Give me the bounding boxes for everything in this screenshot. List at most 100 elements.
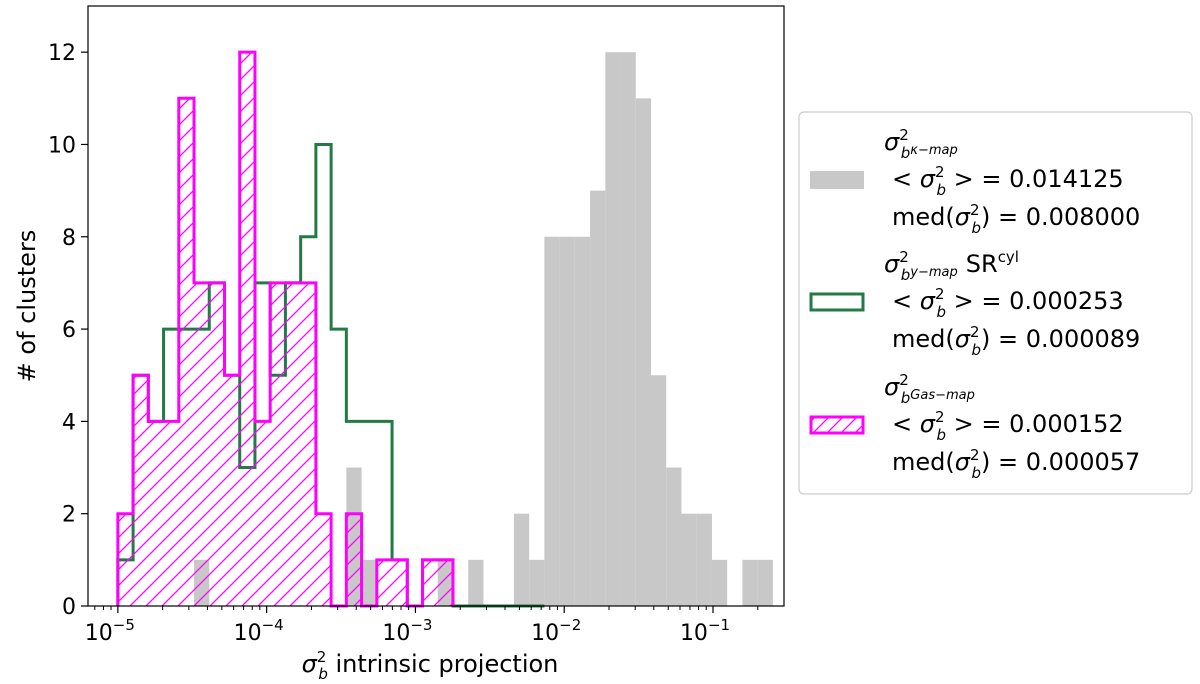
kappa-bar: [529, 559, 545, 606]
legend-sigma-sup: 2: [899, 126, 909, 144]
kappa-bar: [651, 375, 667, 606]
legend-stat-prefix: med(: [892, 448, 955, 476]
legend-sigma-sub: b: [901, 266, 911, 284]
legend-stat-sub: b: [972, 219, 982, 237]
legend-entry-median: med(σ2 b) = 0.000089: [892, 323, 1140, 359]
x-tick-exponent: −3: [410, 616, 432, 634]
legend-suffix: SR: [966, 250, 998, 278]
x-tick-exponent: −2: [559, 616, 581, 634]
x-axis-title-sub: b: [318, 665, 328, 683]
y-tick-label: 8: [62, 226, 76, 251]
legend-suffix-sup: cyl: [998, 248, 1019, 266]
legend-sigma-sub: b: [901, 389, 911, 407]
legend-sigma: σ: [884, 250, 900, 278]
legend-handle-kappa: [810, 171, 864, 189]
x-tick-label: 10−4: [234, 616, 284, 646]
legend-sigma-sup: 2: [899, 248, 909, 266]
x-tick-label: 10−1: [680, 616, 730, 646]
kappa-bar: [544, 236, 560, 606]
legend-map-name: y−map: [909, 265, 957, 280]
legend-stat-sigma: σ: [955, 203, 971, 231]
legend-entry-mean: < σ2 b > = 0.000253: [892, 285, 1124, 321]
x-tick-label: 10−5: [85, 616, 135, 646]
legend-sigma-sub: b: [901, 144, 911, 162]
y-tick-label: 6: [62, 318, 76, 343]
kappa-bar: [590, 190, 606, 606]
kappa-bar: [757, 559, 773, 606]
legend-stat-sup: 2: [935, 285, 945, 303]
legend-entry-mean: < σ2 b > = 0.014125: [892, 163, 1124, 199]
y-tick-label: 4: [62, 410, 76, 435]
legend-stat-sub: b: [937, 181, 947, 199]
legend-stat-sup: 2: [970, 323, 980, 341]
legend-entry-title: σ2 by−map SRcyl: [884, 248, 1019, 284]
legend-stat-sup: 2: [935, 408, 945, 426]
legend-stat-sub: b: [972, 464, 982, 482]
kappa-bar: [361, 559, 377, 606]
kappa-bar: [574, 236, 591, 606]
legend-entry-title: σ2 bκ−map: [884, 126, 958, 162]
legend-stat-prefix: <: [892, 410, 920, 438]
legend-stat-prefix: <: [892, 287, 920, 315]
legend-entry-median: med(σ2 b) = 0.000057: [892, 446, 1140, 482]
legend-stat-sigma: σ: [920, 410, 936, 438]
legend-stat-prefix: med(: [892, 203, 955, 231]
x-axis-title-text: intrinsic projection: [328, 650, 559, 678]
plot-area: [116, 50, 773, 608]
legend-stat-sup: 2: [935, 163, 945, 181]
kappa-bar: [605, 52, 621, 606]
legend-stat-value: ) = 0.000089: [981, 325, 1140, 353]
legend-stat-sup: 2: [970, 201, 980, 219]
legend-stat-prefix: <: [892, 165, 920, 193]
gas-hatch-fill: [117, 52, 453, 606]
legend-map-name: Gas−map: [910, 388, 975, 403]
legend-sigma: σ: [884, 128, 900, 156]
kappa-bar: [635, 98, 652, 607]
legend-map-name: κ−map: [910, 143, 957, 158]
x-tick-label: 10−3: [382, 616, 432, 646]
legend-stat-value: > = 0.000253: [946, 287, 1124, 315]
x-tick-exponent: −5: [113, 616, 135, 634]
y-axis-title: # of clusters: [13, 230, 41, 383]
legend-stat-sigma: σ: [955, 325, 971, 353]
legend-sigma: σ: [884, 373, 900, 401]
legend-stat-value: ) = 0.000057: [981, 448, 1140, 476]
legend-stat-sigma: σ: [955, 448, 971, 476]
y-tick-label: 0: [62, 595, 76, 620]
kappa-bar: [681, 513, 697, 606]
legend-stat-value: > = 0.000152: [946, 410, 1124, 438]
legend-stat-value: > = 0.014125: [946, 165, 1124, 193]
legend-stat-sup: 2: [970, 446, 980, 464]
x-axis-title: σ2 b intrinsic projection: [302, 648, 559, 683]
y-tick-label: 10: [48, 133, 76, 158]
kappa-bar: [711, 559, 728, 606]
legend-handle-gas: [809, 415, 865, 435]
legend-entry-median: med(σ2 b) = 0.008000: [892, 201, 1140, 237]
legend-handle-ymap: [809, 292, 865, 312]
legend-entry-title: σ2 bGas−map: [884, 371, 975, 407]
kappa-bar: [666, 467, 682, 606]
gas-step-outline: [116, 50, 455, 608]
kappa-bar: [620, 52, 636, 606]
y-tick-label: 2: [62, 503, 76, 528]
x-tick-exponent: −4: [262, 616, 284, 634]
legend-stat-value: ) = 0.008000: [981, 203, 1140, 231]
kappa-bar: [742, 559, 758, 606]
legend-stat-sigma: σ: [920, 165, 936, 193]
y-tick-label: 12: [48, 41, 76, 66]
legend-stat-sigma: σ: [920, 287, 936, 315]
legend-sigma-sup: 2: [899, 371, 909, 389]
legend-box: [798, 111, 1193, 495]
x-axis-title-symbol: σ: [302, 650, 318, 678]
x-tick-exponent: −1: [708, 616, 730, 634]
kappa-bar: [696, 513, 712, 606]
plot-frame: [87, 5, 785, 607]
kappa-bar: [468, 559, 484, 606]
kappa-bar: [559, 236, 575, 606]
legend-entry-mean: < σ2 b > = 0.000152: [892, 408, 1124, 444]
legend-stat-sub: b: [972, 341, 982, 359]
legend-stat-sub: b: [937, 426, 947, 444]
